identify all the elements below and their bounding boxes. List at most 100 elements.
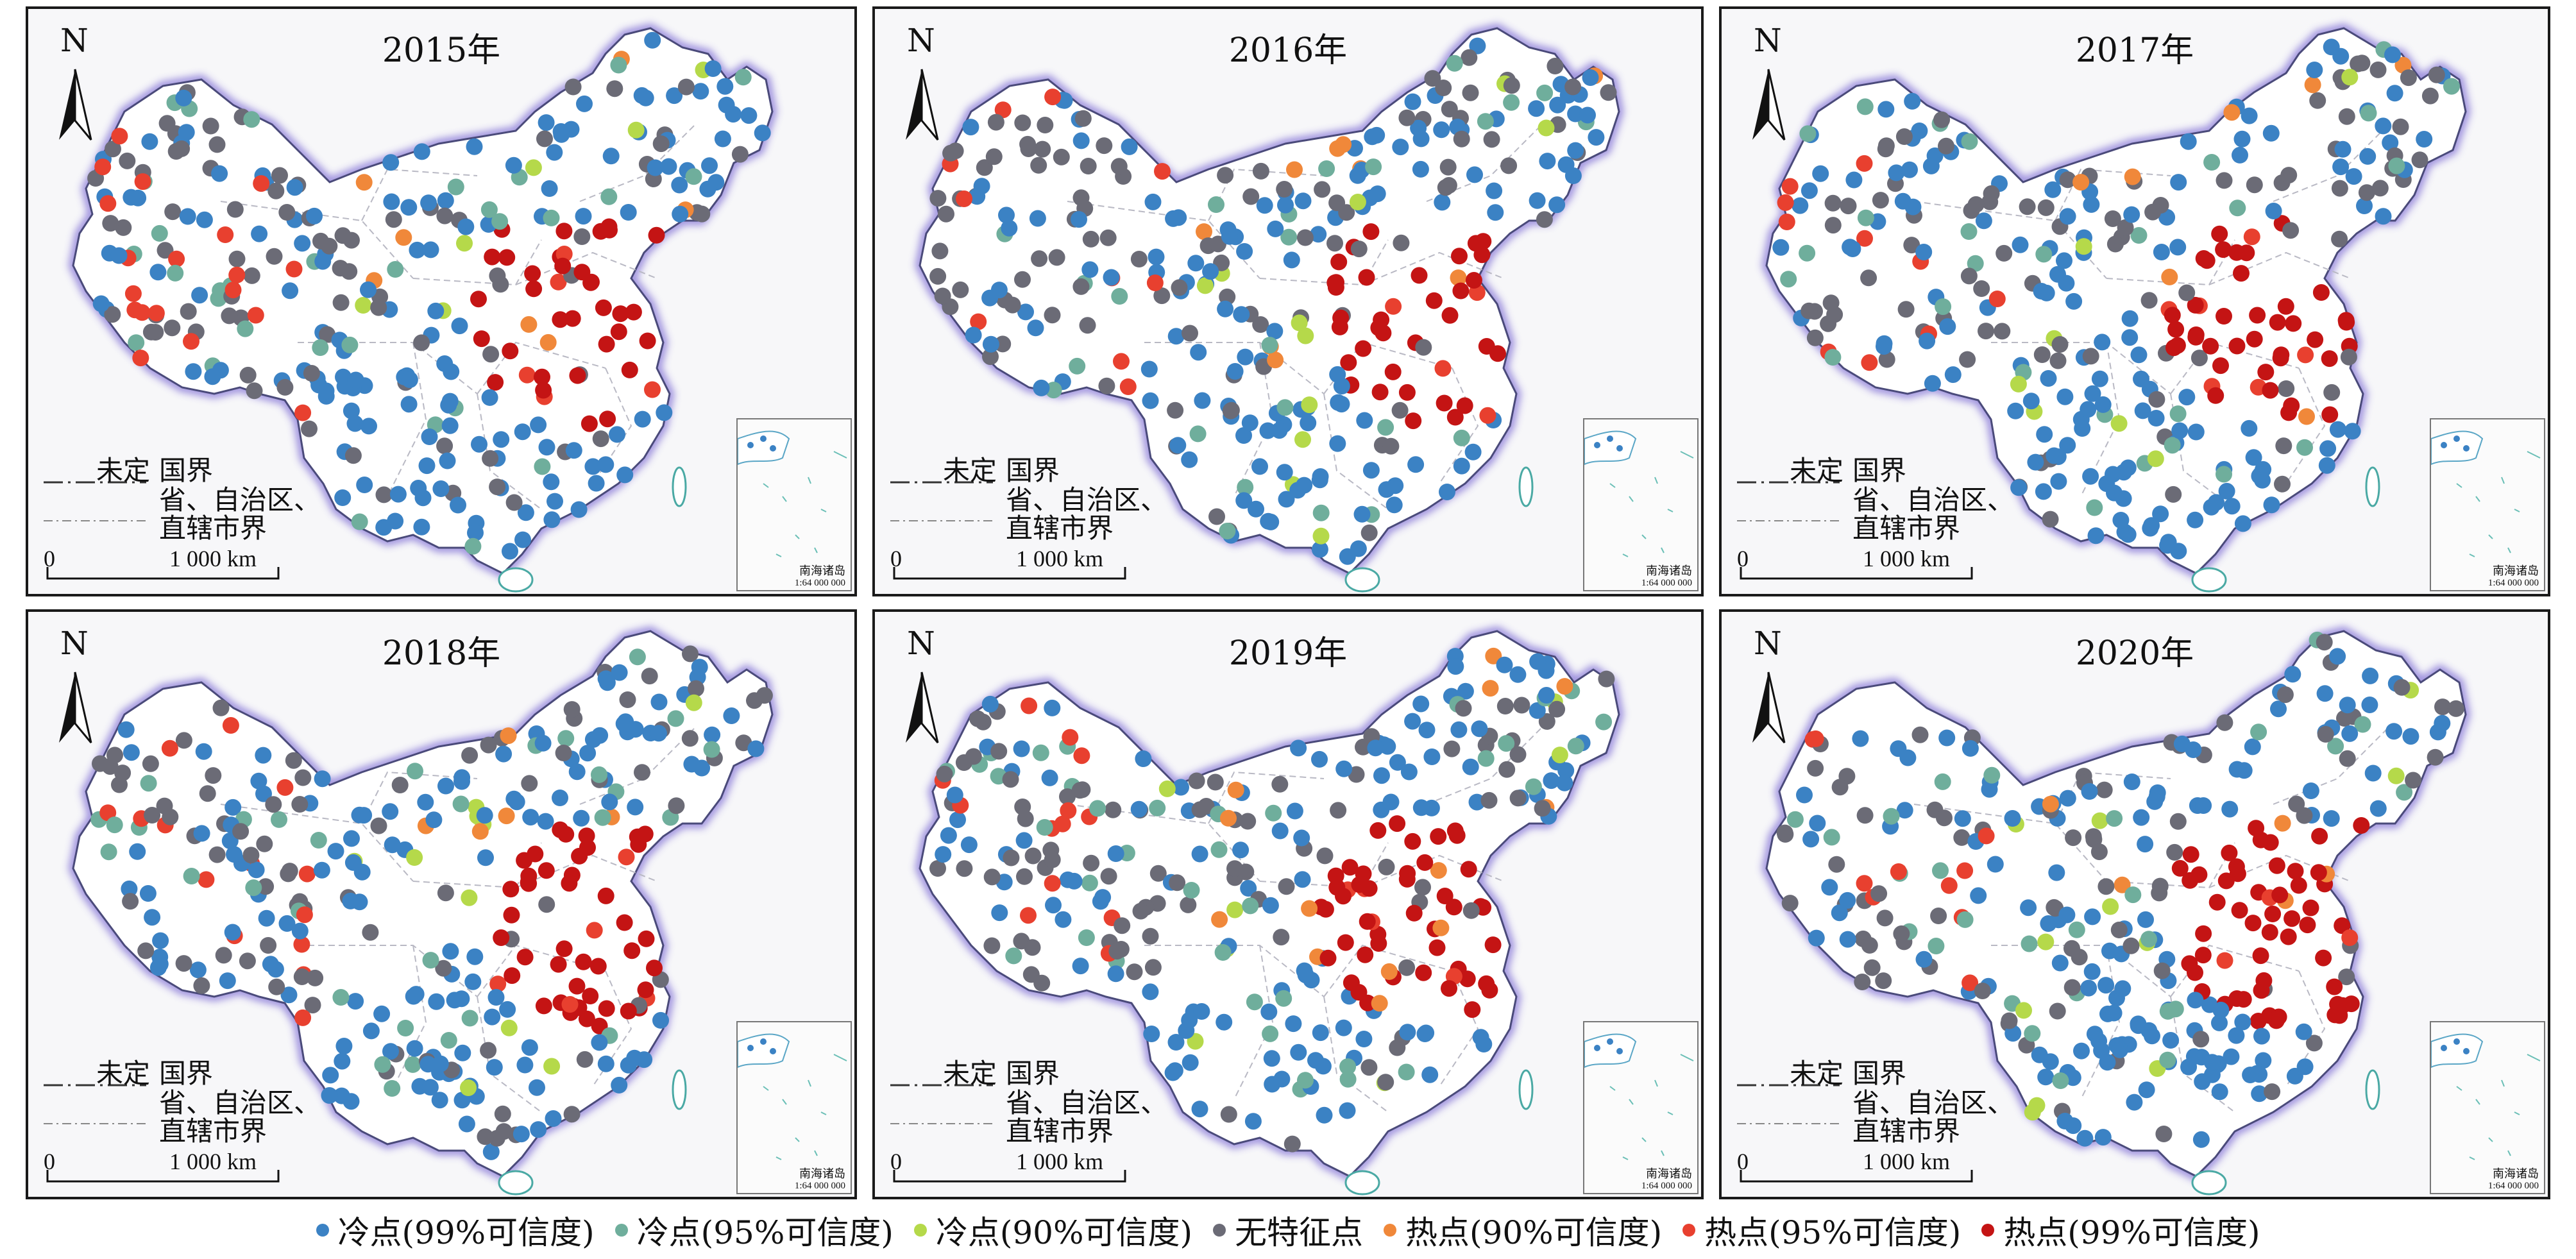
city-point-hot99 xyxy=(595,299,612,316)
legend-dot xyxy=(316,1224,329,1237)
city-point-cold99 xyxy=(1194,392,1211,409)
city-point-cold90 xyxy=(685,694,702,711)
city-point-none xyxy=(480,736,497,754)
city-point-none xyxy=(2411,151,2428,169)
city-point-hot99 xyxy=(1369,822,1387,839)
city-point-none xyxy=(931,242,949,260)
city-point-none xyxy=(934,287,951,305)
city-point-cold99 xyxy=(428,993,445,1010)
city-point-cold99 xyxy=(2027,453,2044,471)
city-point-cold99 xyxy=(280,986,298,1004)
city-point-cold99 xyxy=(2044,181,2062,198)
city-point-none xyxy=(1509,746,1527,763)
provincial-boundary xyxy=(1426,727,1543,805)
city-point-none xyxy=(242,847,260,864)
city-point-cold90 xyxy=(2091,812,2108,829)
city-point-cold99 xyxy=(343,1093,360,1110)
city-point-none xyxy=(494,1105,511,1122)
city-point-none xyxy=(2216,714,2233,731)
city-point-hot90 xyxy=(1211,911,1228,928)
city-point-hot95 xyxy=(1807,730,1824,747)
city-point-none xyxy=(2216,172,2233,189)
city-point-hot99 xyxy=(612,305,629,323)
provincial-border-label-line2: 直辖市界 xyxy=(1006,1115,1114,1147)
city-point-cold90 xyxy=(525,159,542,176)
city-point-hot99 xyxy=(504,967,521,984)
city-point-cold99 xyxy=(2123,773,2140,790)
city-point-cold99 xyxy=(454,1044,471,1061)
city-point-cold99 xyxy=(443,363,460,380)
city-point-none xyxy=(1994,323,2011,340)
city-point-cold99 xyxy=(597,456,614,473)
city-point-cold95 xyxy=(106,816,123,834)
city-point-cold95 xyxy=(1149,799,1166,816)
city-point-hot99 xyxy=(2290,877,2307,894)
city-point-hot99 xyxy=(2255,972,2273,989)
city-point-cold95 xyxy=(2140,931,2157,948)
city-point-none xyxy=(2331,180,2348,197)
city-point-none xyxy=(983,868,1001,886)
city-point-cold99 xyxy=(1235,492,1253,509)
city-point-none xyxy=(1860,269,1877,287)
year-title: 2015年 xyxy=(382,31,501,70)
city-point-cold99 xyxy=(570,501,588,518)
inset-map xyxy=(738,1033,847,1160)
city-point-cold95 xyxy=(1595,713,1613,731)
city-point-none xyxy=(1960,267,1978,285)
inset-label: 南海诸岛 xyxy=(799,1167,845,1181)
city-point-none xyxy=(952,281,969,298)
city-point-none xyxy=(2049,1002,2066,1020)
city-point-cold95 xyxy=(1967,255,1984,272)
city-point-cold99 xyxy=(439,452,456,469)
city-point-cold95 xyxy=(1297,1072,1314,1089)
scale-zero-label: 0 xyxy=(890,1149,902,1174)
city-point-hot95 xyxy=(2341,929,2359,946)
city-point-none xyxy=(1014,114,1031,131)
city-point-none xyxy=(2305,1035,2323,1052)
city-point-none xyxy=(1105,801,1122,818)
city-point-cold99 xyxy=(141,133,158,150)
city-point-cold95 xyxy=(1883,807,1900,825)
boundary-legend: 未定 国界 省、自治区、 直辖市界 xyxy=(884,439,1167,544)
city-point-cold90 xyxy=(2387,767,2405,784)
city-point-hot99 xyxy=(2228,337,2246,355)
city-point-hot99 xyxy=(2164,307,2181,324)
city-point-cold90 xyxy=(406,849,423,866)
city-point-cold99 xyxy=(2316,685,2334,702)
city-point-cold99 xyxy=(224,924,241,941)
city-point-none xyxy=(1863,959,1881,976)
city-point-cold95 xyxy=(1453,429,1470,446)
city-point-hot90 xyxy=(2072,174,2090,191)
city-point-cold99 xyxy=(1271,822,1289,840)
city-point-hot95 xyxy=(1940,877,1958,894)
city-point-hot95 xyxy=(1119,378,1137,395)
city-point-none xyxy=(164,203,182,221)
city-point-cold99 xyxy=(175,89,192,106)
city-point-cold99 xyxy=(2170,174,2187,191)
city-point-cold99 xyxy=(935,846,952,863)
city-point-cold90 xyxy=(1158,780,1176,797)
city-point-cold95 xyxy=(1934,773,1951,790)
city-point-none xyxy=(2192,1031,2210,1048)
city-point-cold99 xyxy=(2364,765,2382,782)
city-point-hot99 xyxy=(1332,309,1350,326)
city-point-none xyxy=(362,924,379,941)
city-point-hot99 xyxy=(2167,321,2185,338)
city-point-cold99 xyxy=(2040,370,2057,387)
city-point-cold99 xyxy=(1387,477,1404,494)
city-point-cold99 xyxy=(973,178,990,195)
city-point-cold99 xyxy=(1170,209,1187,226)
city-point-cold99 xyxy=(1081,261,1099,278)
city-point-cold99 xyxy=(565,442,582,459)
provincial-boundary xyxy=(515,251,657,285)
boundary-legend: 未定 国界 省、自治区、 直辖市界 xyxy=(1731,1042,2014,1147)
city-point-hot99 xyxy=(575,953,592,970)
city-point-cold95 xyxy=(2443,78,2460,95)
city-point-none xyxy=(243,267,260,284)
city-point-cold95 xyxy=(1446,55,1463,72)
city-point-cold95 xyxy=(1799,244,1816,262)
city-point-hot95 xyxy=(124,285,142,302)
china-map xyxy=(1761,626,2471,1196)
city-point-hot99 xyxy=(568,977,586,995)
city-point-cold99 xyxy=(347,993,364,1010)
